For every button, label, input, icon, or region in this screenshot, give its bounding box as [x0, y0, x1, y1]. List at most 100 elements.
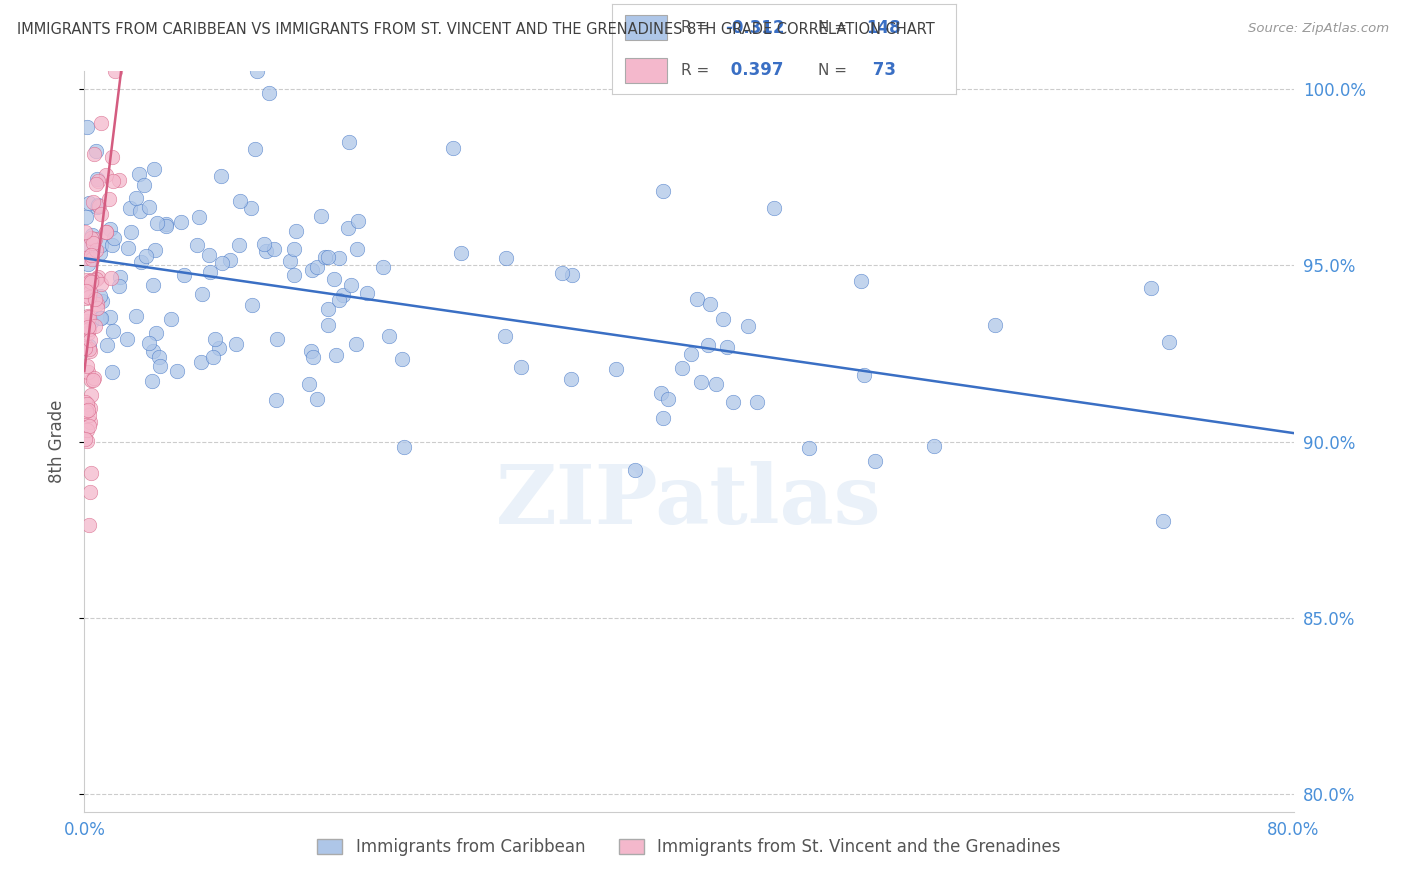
Point: [73, 318, 96, 332]
Point: [84, 243, 107, 257]
Point: [79, 339, 101, 353]
Point: [100, 364, 122, 378]
Point: [75, 210, 97, 224]
Point: [314, 250, 336, 264]
Point: [142, 162, 165, 177]
Point: [561, 268, 583, 283]
Point: [328, 293, 350, 308]
Point: [77, 310, 100, 325]
Point: [138, 200, 160, 214]
Point: [186, 238, 208, 252]
Point: [142, 343, 165, 358]
Point: [509, 360, 531, 375]
Point: [76, 319, 98, 334]
Point: [373, 260, 395, 275]
Point: [228, 194, 250, 208]
Point: [76, 310, 98, 324]
Point: [209, 169, 232, 183]
Point: [254, 244, 277, 258]
Point: [263, 243, 285, 257]
Point: [76, 257, 98, 271]
Point: [696, 338, 718, 352]
Point: [551, 266, 574, 280]
Point: [77, 322, 100, 336]
Point: [90, 311, 112, 326]
Text: ZIPatlas: ZIPatlas: [496, 461, 882, 541]
Point: [77, 196, 100, 211]
Point: [128, 203, 150, 218]
Point: [82, 227, 104, 242]
Point: [77, 238, 100, 252]
Point: [149, 359, 172, 374]
Point: [75, 342, 97, 356]
Legend: Immigrants from Caribbean, Immigrants from St. Vincent and the Grenadines: Immigrants from Caribbean, Immigrants fr…: [311, 831, 1067, 863]
Point: [77, 290, 100, 304]
Point: [337, 221, 360, 235]
Point: [285, 224, 308, 238]
Point: [82, 236, 104, 251]
Point: [495, 251, 517, 265]
Point: [737, 318, 759, 333]
Point: [125, 309, 148, 323]
FancyBboxPatch shape: [626, 15, 666, 40]
Point: [79, 401, 101, 415]
Point: [716, 340, 738, 354]
Point: [96, 338, 118, 352]
Point: [302, 351, 325, 365]
Point: [797, 441, 820, 455]
Point: [143, 243, 166, 257]
Point: [650, 386, 672, 401]
Point: [141, 375, 163, 389]
Point: [100, 150, 122, 164]
Point: [79, 277, 101, 291]
Point: [76, 423, 98, 437]
Point: [170, 215, 193, 229]
Point: [73, 432, 96, 446]
Point: [84, 177, 107, 191]
Point: [378, 328, 401, 343]
Point: [983, 318, 1005, 333]
Point: [309, 209, 332, 223]
Text: N =: N =: [818, 21, 852, 35]
Text: 148: 148: [866, 19, 901, 37]
Point: [79, 333, 101, 347]
Point: [135, 249, 157, 263]
Point: [101, 324, 124, 338]
Point: [115, 332, 138, 346]
Point: [84, 272, 107, 286]
Point: [79, 285, 101, 299]
Point: [699, 297, 721, 311]
Point: [240, 298, 263, 312]
Point: [340, 277, 363, 292]
Point: [160, 311, 183, 326]
Point: [80, 273, 103, 287]
Point: [101, 237, 124, 252]
Point: [80, 252, 103, 266]
Point: [198, 265, 221, 279]
Point: [97, 192, 120, 206]
Point: [94, 225, 117, 239]
Point: [73, 251, 96, 265]
Point: [301, 263, 323, 277]
Point: [87, 198, 110, 212]
Point: [76, 359, 98, 373]
Text: 73: 73: [866, 62, 896, 79]
Point: [356, 286, 378, 301]
Point: [86, 172, 108, 186]
Point: [208, 341, 231, 355]
Point: [86, 297, 108, 311]
Point: [76, 273, 98, 287]
Point: [441, 141, 464, 155]
Point: [346, 214, 368, 228]
Point: [120, 201, 142, 215]
Point: [80, 315, 103, 329]
Point: [166, 363, 188, 377]
Point: [104, 64, 127, 78]
Point: [337, 135, 360, 149]
Point: [560, 372, 582, 386]
Point: [494, 328, 516, 343]
Point: [142, 278, 165, 293]
Point: [77, 326, 100, 340]
Point: [711, 312, 734, 326]
Point: [245, 64, 267, 78]
